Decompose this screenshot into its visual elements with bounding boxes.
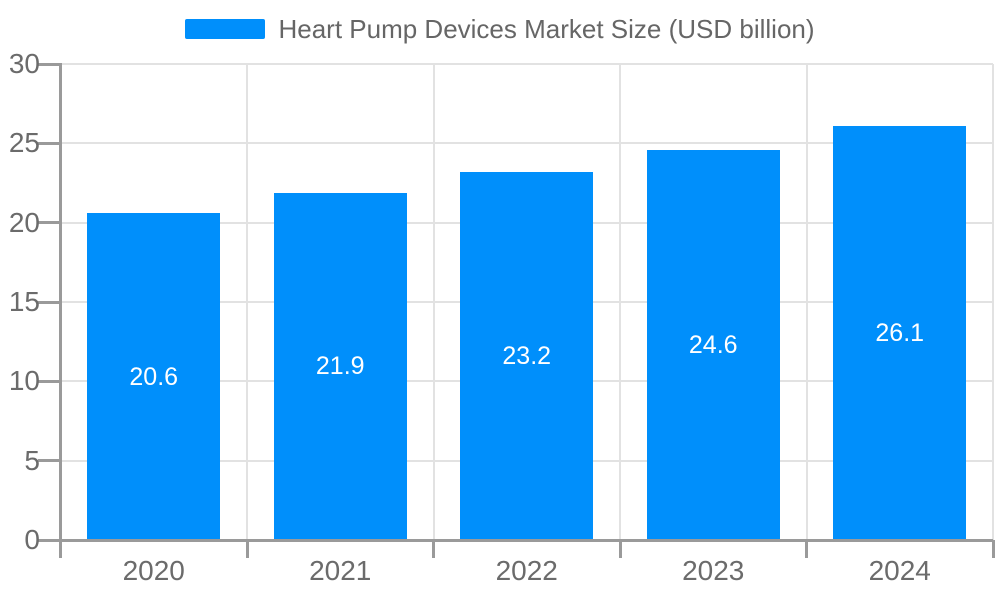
legend-swatch: [185, 19, 266, 39]
y-axis-tick: [37, 459, 61, 463]
legend[interactable]: Heart Pump Devices Market Size (USD bill…: [0, 14, 1000, 44]
bar-2024[interactable]: [833, 125, 967, 539]
bar-value-label-2023: 24.6: [688, 330, 738, 359]
bar-value-label-2022: 23.2: [502, 341, 552, 370]
bar-2022[interactable]: [460, 171, 594, 539]
gridline-vertical: [992, 64, 994, 540]
x-tick-label-2023: 2023: [682, 555, 745, 586]
y-axis-tick: [37, 538, 61, 542]
gridline-vertical: [432, 64, 435, 540]
x-axis-tick: [618, 540, 622, 558]
gridline-horizontal: [60, 142, 993, 145]
y-axis-tick: [37, 221, 61, 225]
y-axis-line: [59, 63, 62, 558]
x-axis-line: [60, 539, 993, 542]
bar-2021[interactable]: [273, 192, 407, 539]
x-tick-label-2020: 2020: [122, 555, 185, 586]
y-tick-label-30: 30: [8, 48, 40, 79]
bar-value-label-2020: 20.6: [129, 362, 179, 391]
x-axis-tick: [805, 540, 808, 558]
x-axis-tick: [432, 540, 435, 558]
x-axis-tick: [245, 540, 249, 558]
y-axis-tick: [37, 62, 61, 66]
x-axis-tick: [991, 540, 995, 558]
bar-value-label-2024: 26.1: [875, 318, 925, 347]
y-tick-label-5: 5: [24, 444, 40, 476]
y-tick-label-0: 0: [24, 524, 40, 555]
y-tick-label-25: 25: [8, 127, 40, 159]
x-tick-label-2021: 2021: [309, 555, 372, 586]
gridline-vertical: [246, 64, 248, 540]
x-tick-label-2022: 2022: [495, 555, 558, 586]
y-axis-tick: [37, 141, 61, 145]
y-axis-tick: [37, 300, 61, 304]
legend-label: Heart Pump Devices Market Size (USD bill…: [278, 14, 815, 44]
bar-2023[interactable]: [646, 149, 780, 539]
bar-value-label-2021: 21.9: [315, 352, 365, 381]
y-tick-label-20: 20: [8, 206, 40, 238]
y-tick-label-10: 10: [8, 365, 40, 397]
gridline-vertical: [619, 64, 621, 540]
y-tick-label-15: 15: [8, 286, 40, 317]
gridline-vertical: [805, 64, 808, 540]
y-axis-tick: [37, 379, 61, 383]
gridline-horizontal: [60, 63, 993, 65]
bar-2020[interactable]: [87, 213, 221, 539]
x-tick-label-2024: 2024: [868, 555, 931, 586]
